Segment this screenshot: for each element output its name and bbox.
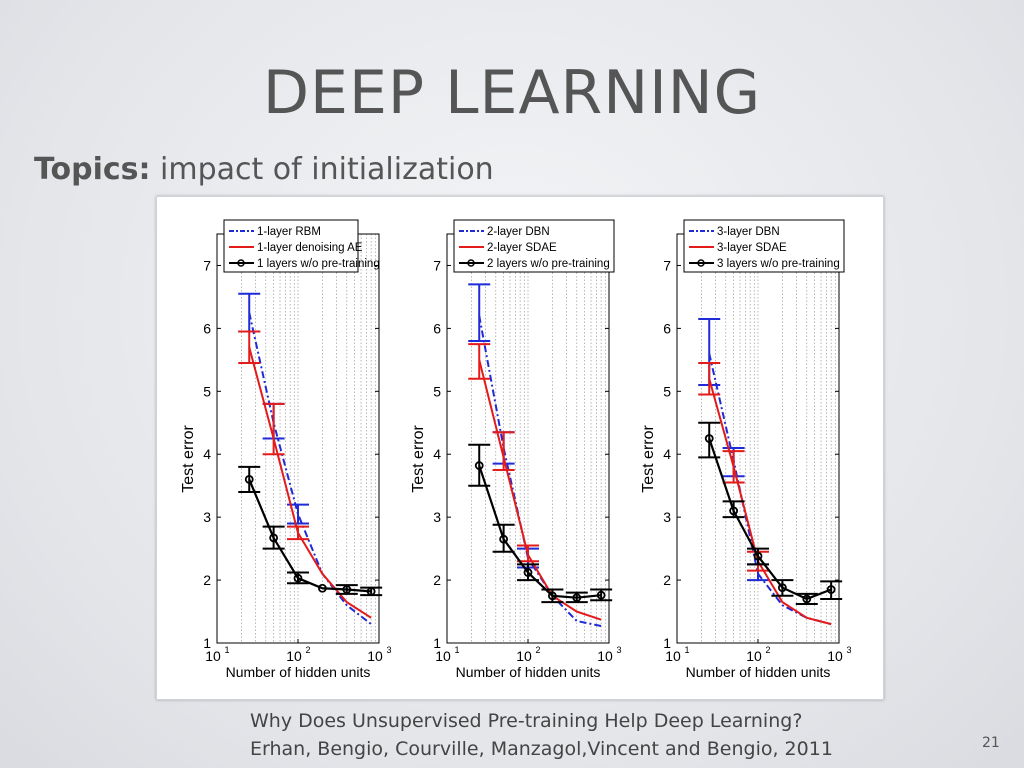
data-point [474,461,484,470]
x-tick-label: 10 [746,648,762,664]
y-axis-label: Test error [180,424,197,492]
legend-label: 2-layer DBN [487,226,550,238]
figure-panel: 1 2 3 4 5 6 7 10 1 10 2 10 3 Number of hidden units Te… [156,196,884,700]
data-point [499,534,509,544]
x-tick-exponent: 3 [846,645,851,655]
citation: Why Does Unsupervised Pre-training Help … [250,707,833,763]
citation-line-2: Erhan, Bengio, Courville, Manzagol,Vince… [250,738,833,760]
legend-label: 2-layer SDAE [487,242,557,254]
topics-label: Topics: [34,152,151,187]
series-line-2 [248,347,372,619]
x-tick-exponent: 1 [454,645,459,655]
page-number: 21 [982,735,1000,751]
y-tick-label: 1 [203,635,211,651]
x-tick-label: 10 [516,648,532,664]
data-point [317,583,327,593]
legend-marker [467,259,475,267]
legend-marker [237,259,245,267]
x-axis-label: Number of hidden units [686,664,831,680]
legend-label: 1-layer RBM [257,226,321,238]
y-axis-label: Test error [410,424,427,492]
x-tick-label: 10 [367,648,383,664]
y-tick-label: 7 [433,257,441,273]
data-point [366,587,376,596]
x-axis-label: Number of hidden units [226,664,371,680]
y-tick-label: 2 [203,572,211,588]
y-tick-label: 3 [203,509,211,525]
series-line-2 [708,378,832,626]
topics-line: Topics: impact of initialization [34,152,494,187]
x-tick-label: 10 [665,648,681,664]
x-axis-label: Number of hidden units [456,664,601,680]
data-point [547,591,557,601]
x-tick-exponent: 2 [535,645,540,655]
x-tick-exponent: 2 [305,645,310,655]
legend-label: 3 layers w/o pre-training [717,258,840,270]
x-tick-exponent: 3 [386,645,391,655]
y-tick-label: 6 [203,320,211,336]
y-tick-label: 4 [663,446,671,462]
y-tick-label: 4 [203,446,211,462]
legend-label: 1-layer denoising AE [257,242,363,254]
y-tick-label: 6 [663,320,671,336]
series-line-1 [478,315,602,627]
slide-title: DEEP LEARNING [262,58,762,128]
legend-label: 2 layers w/o pre-training [487,258,610,270]
y-tick-label: 7 [203,257,211,273]
y-tick-label: 5 [203,383,211,399]
y-axis-label: Test error [640,424,657,492]
x-tick-exponent: 1 [684,645,689,655]
x-tick-label: 10 [435,648,451,664]
legend-label: 3-layer DBN [717,226,780,238]
y-tick-label: 2 [663,572,671,588]
x-tick-label: 10 [205,648,221,664]
data-point [596,590,606,600]
data-point [704,434,714,443]
y-tick-label: 3 [663,509,671,525]
data-point [729,506,739,516]
data-point [244,474,254,484]
y-tick-label: 4 [433,446,441,462]
y-tick-label: 5 [663,383,671,399]
x-tick-label: 10 [597,648,613,664]
y-tick-label: 1 [663,635,671,651]
y-tick-label: 5 [433,383,441,399]
y-tick-label: 3 [433,509,441,525]
y-tick-label: 2 [433,572,441,588]
data-point [753,551,763,561]
data-point [802,594,812,604]
data-point [777,583,787,593]
citation-line-1: Why Does Unsupervised Pre-training Help … [250,710,803,732]
data-point [342,585,352,594]
x-tick-label: 10 [286,648,302,664]
data-point [269,533,279,543]
y-tick-label: 7 [663,257,671,273]
y-tick-label: 1 [433,635,441,651]
x-tick-exponent: 3 [616,645,621,655]
data-point [293,573,303,583]
data-point [572,593,582,603]
series-line-2 [478,359,602,621]
x-tick-label: 10 [827,648,843,664]
legend-marker [697,259,705,267]
y-tick-label: 6 [433,320,441,336]
data-point [826,585,836,594]
data-point [523,568,533,577]
x-tick-exponent: 1 [224,645,229,655]
legend-label: 1 layers w/o pre-training [257,258,380,270]
series-line-1 [708,353,832,626]
topics-text: impact of initialization [160,152,494,187]
legend-label: 3-layer SDAE [717,242,787,254]
x-tick-exponent: 2 [765,645,770,655]
